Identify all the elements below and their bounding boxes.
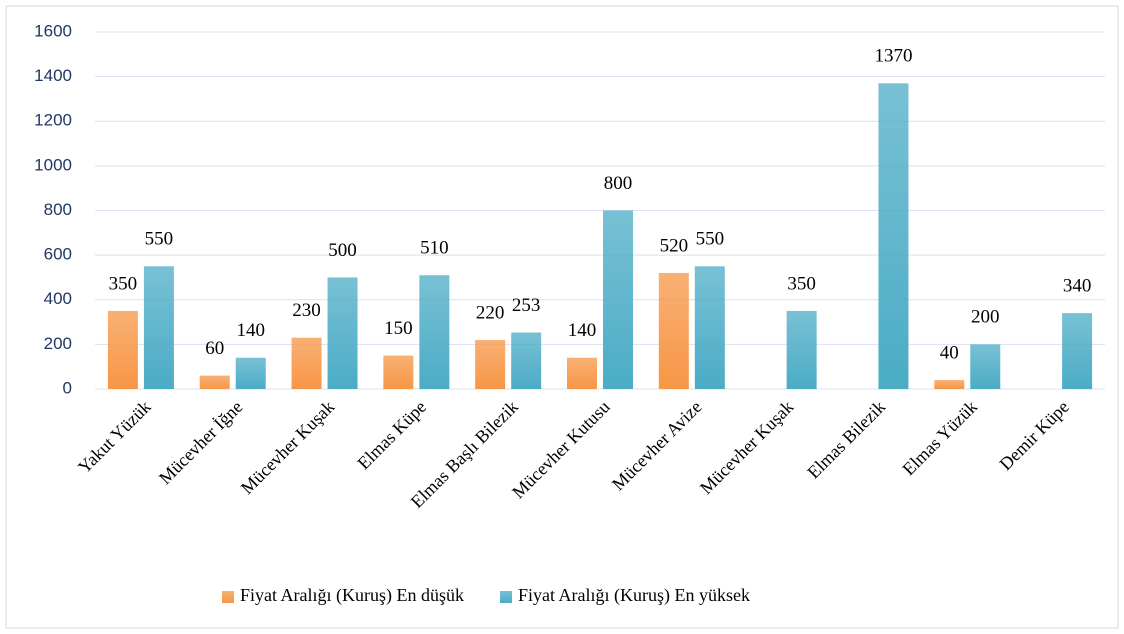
- bar: [419, 275, 450, 389]
- data-label: 140: [236, 320, 265, 341]
- bar: [694, 266, 725, 389]
- data-label: 510: [420, 238, 449, 259]
- bar: [786, 310, 817, 389]
- bar: [327, 277, 358, 389]
- data-label: 140: [568, 320, 597, 341]
- data-label: 200: [971, 307, 1000, 328]
- bar: [970, 344, 1001, 389]
- data-label: 350: [109, 273, 138, 294]
- bar: [878, 83, 909, 389]
- bar: [199, 375, 230, 389]
- data-label: 253: [512, 295, 541, 316]
- legend-swatch: [499, 591, 512, 603]
- data-label: 340: [1063, 275, 1092, 296]
- data-label: 230: [292, 300, 321, 321]
- legend-label: Fiyat Aralığı (Kuruş) En yüksek: [518, 585, 750, 606]
- y-tick-label: 800: [44, 200, 72, 219]
- bar: [1062, 313, 1093, 389]
- y-tick-label: 1200: [34, 111, 72, 130]
- data-label: 520: [660, 235, 689, 256]
- y-tick-label: 1600: [34, 21, 72, 40]
- data-label: 500: [328, 240, 357, 261]
- bar: [383, 355, 414, 389]
- y-tick-label: 400: [44, 289, 72, 308]
- bar: [143, 266, 174, 389]
- y-tick-label: 0: [63, 378, 72, 397]
- bar: [235, 357, 266, 389]
- bar: [603, 210, 633, 389]
- data-label: 60: [205, 338, 224, 359]
- y-tick-label: 1000: [34, 155, 72, 174]
- y-tick-label: 1400: [34, 66, 72, 85]
- bar: [934, 380, 965, 389]
- bar: [567, 357, 597, 389]
- data-label: 550: [145, 229, 174, 250]
- chart-border: [5, 5, 1119, 629]
- bar: [475, 339, 506, 389]
- data-label: 800: [604, 173, 633, 194]
- bar: [291, 337, 322, 389]
- y-tick-label: 200: [44, 334, 72, 353]
- legend-swatch: [222, 591, 234, 603]
- y-tick-label: 600: [44, 245, 72, 264]
- data-label: 1370: [874, 46, 912, 67]
- data-label: 220: [476, 302, 505, 323]
- data-label: 550: [696, 229, 725, 250]
- data-label: 40: [940, 342, 959, 363]
- data-label: 150: [384, 318, 413, 339]
- legend-label: Fiyat Aralığı (Kuruş) En düşük: [240, 585, 464, 606]
- bar: [107, 310, 138, 389]
- data-label: 350: [787, 273, 816, 294]
- bar: [511, 332, 542, 389]
- bar: [658, 272, 689, 389]
